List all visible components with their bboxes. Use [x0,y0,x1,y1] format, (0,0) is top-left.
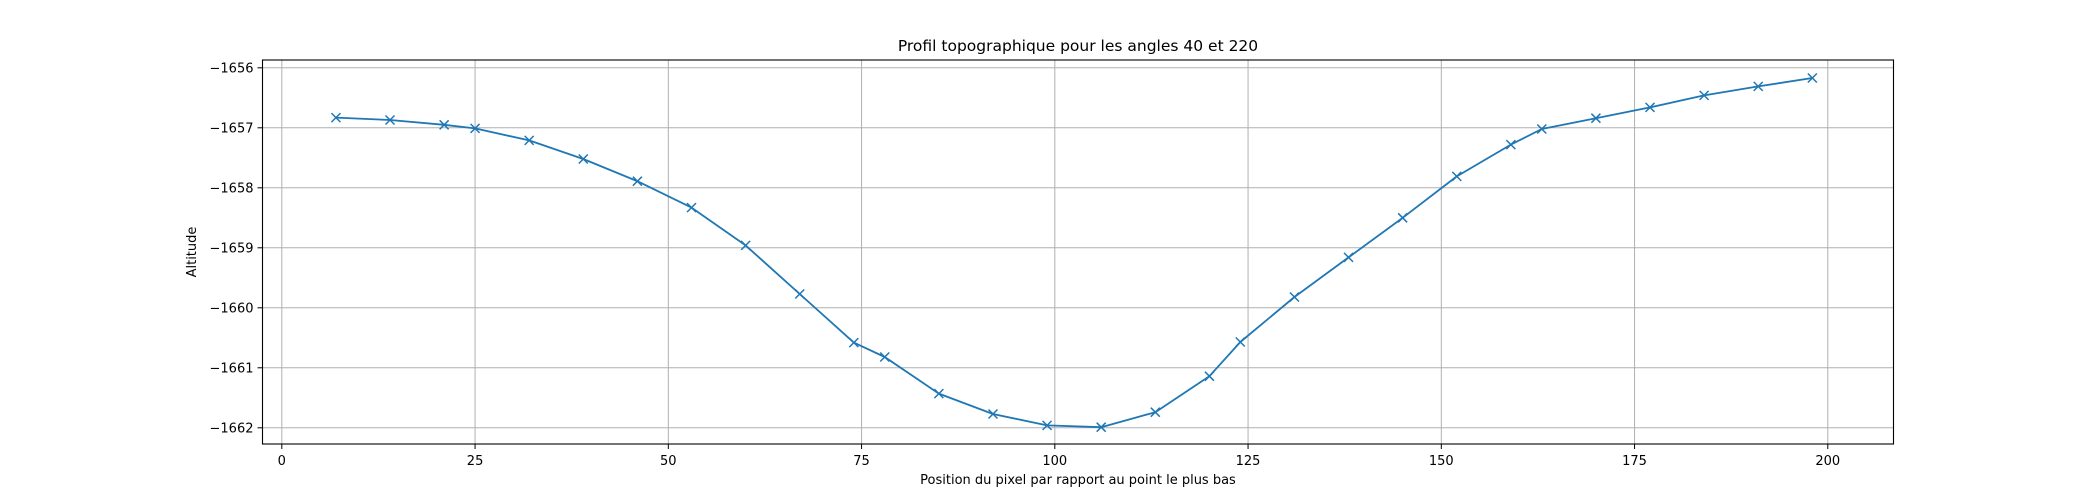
series-line [335,77,1813,429]
data-point-marker [330,112,341,123]
data-point-marker [1590,113,1601,124]
data-point-marker [1397,212,1408,223]
data-point-marker [1753,81,1764,92]
y-tick-label: −1656 [210,61,254,76]
x-tick-label: 200 [1815,454,1840,469]
data-point-marker [1096,422,1107,433]
y-axis-label: Altitude [185,227,200,278]
data-point-marker [1505,139,1516,150]
y-axis: −1656 −1657 −1658 −1659 −1660 −1661 −1662 [210,61,263,436]
x-tick-label: 125 [1236,454,1261,469]
data-point-marker [632,176,643,187]
x-tick-label: 50 [660,454,677,469]
data-point-marker [1235,336,1246,348]
x-axis-label: Position du pixel par rapport au point l… [920,473,1236,488]
x-tick-label: 150 [1429,454,1454,469]
x-tick-label: 0 [278,454,286,469]
data-point-marker [933,388,944,399]
y-tick-label: −1659 [210,241,254,256]
plot-frame [261,59,1895,445]
x-tick-label: 75 [853,454,870,469]
data-series [330,72,1818,433]
data-point-marker [1644,102,1656,113]
data-point-marker [740,240,751,251]
y-tick-label: −1661 [210,361,254,376]
data-point-marker [686,202,697,213]
data-point-marker [848,337,859,348]
data-point-marker [1451,171,1462,182]
y-tick-label: −1660 [210,301,254,316]
data-point-marker [1289,291,1300,303]
data-point-marker [1042,420,1053,431]
data-point-marker [439,119,450,130]
x-tick-label: 175 [1622,454,1647,469]
data-point-marker [879,351,890,363]
data-point-marker [987,408,999,420]
data-point-marker [385,114,396,126]
x-tick-label: 25 [467,454,484,469]
y-tick-label: −1662 [210,421,254,436]
data-point-marker [1807,72,1818,84]
data-point-marker [524,135,535,146]
grid [262,60,1894,444]
y-tick-label: −1658 [210,181,254,196]
y-tick-label: −1657 [210,121,254,136]
data-point-marker [1536,123,1547,135]
data-point-marker [470,123,481,134]
data-point-marker [1204,371,1215,382]
data-point-marker [1150,407,1161,418]
data-point-marker [1699,90,1710,101]
x-axis: 0 25 50 75 100 125 150 175 200 [278,444,1840,469]
data-point-marker [794,288,805,300]
x-tick-label: 100 [1042,454,1067,469]
data-point-marker [1343,252,1354,263]
data-point-marker [578,153,589,165]
chart-title: Profil topographique pour les angles 40 … [898,37,1258,55]
